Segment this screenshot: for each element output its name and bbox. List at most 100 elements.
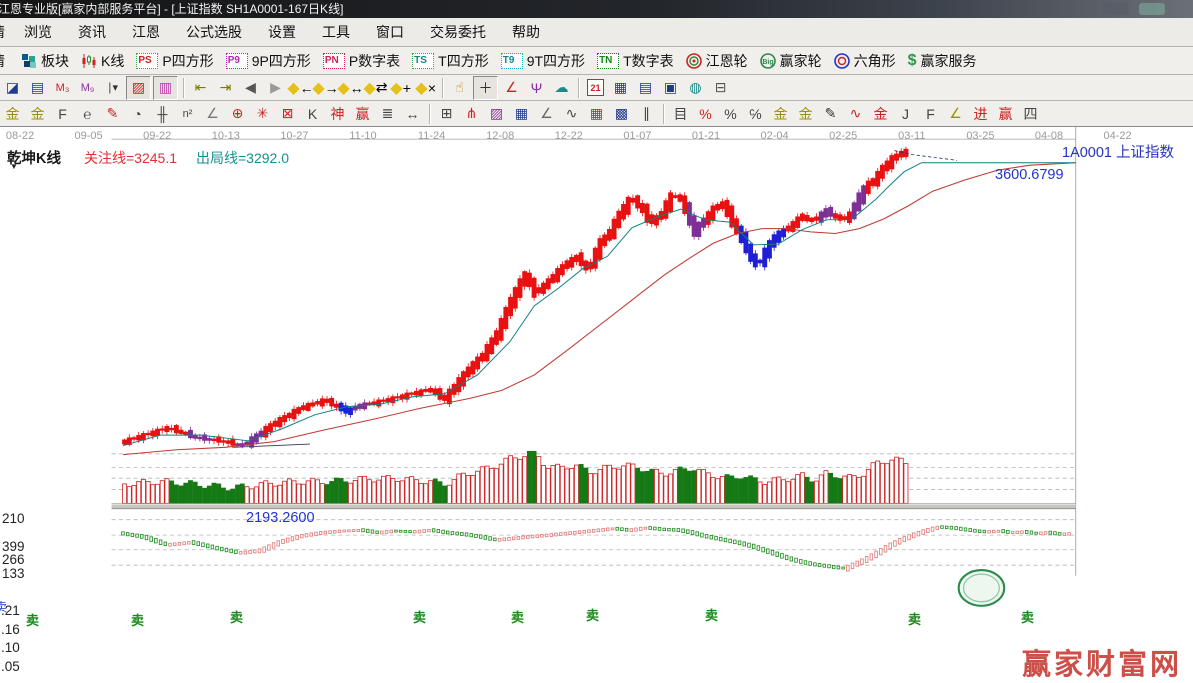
menu-item-browse[interactable]: 浏览 <box>24 24 52 40</box>
red-grid-tool-icon[interactable]: ▦ <box>589 105 604 121</box>
menu-item-settings[interactable]: 设置 <box>268 24 296 40</box>
toolbar-item-t-number-table[interactable]: TN T数字表 <box>597 52 674 69</box>
menu-item-tools[interactable]: 工具 <box>322 24 350 40</box>
date-label: 09-22 <box>143 130 172 142</box>
width-measure-tool-icon[interactable]: ↔ <box>405 105 420 122</box>
boxed-target-tool-icon[interactable]: ⊠ <box>281 105 294 121</box>
toolbar-item-winner-wheel[interactable]: Big 赢家轮 <box>759 51 822 71</box>
percent-tool-icon[interactable]: % <box>724 105 737 122</box>
toolbar-item-hexagon[interactable]: 六角形 <box>833 51 896 71</box>
jin-tool-icon[interactable]: 进 <box>973 105 988 122</box>
n-square-tool-icon[interactable]: n² <box>182 107 193 120</box>
toolbar-item-9p-square[interactable]: P9 9P四方形 <box>225 52 311 69</box>
star-burst-tool-icon[interactable]: ✳ <box>256 105 269 121</box>
menu-item-trade[interactable]: 交易委托 <box>430 24 486 40</box>
printer-icon[interactable]: ⊟ <box>714 79 727 95</box>
calculator-icon[interactable]: ▦ <box>613 79 628 95</box>
gann-compass-tool-icon[interactable]: ⊕ <box>231 105 244 121</box>
k-marker-tool-icon[interactable]: K <box>307 105 318 122</box>
hand-tool-icon[interactable]: ☝ <box>455 79 464 95</box>
toolbar-item-winner-service[interactable]: $ 赢家服务 <box>907 51 977 69</box>
pattern-toggle-icon[interactable]: ▨ <box>126 75 151 100</box>
gradient-chart-toggle-icon[interactable]: ▥ <box>153 75 178 100</box>
toolbar-item-p-square[interactable]: PS P四方形 <box>136 52 214 69</box>
menu-item-gann[interactable]: 江恩 <box>132 24 160 40</box>
chart-canvas[interactable] <box>0 127 1193 679</box>
f-angle-tool-icon[interactable]: F <box>926 105 935 122</box>
candle-style-icon[interactable]: ∣▾ <box>106 82 119 94</box>
diamond-expand-icon[interactable]: ◆ + <box>390 79 411 97</box>
notepad-icon[interactable]: ▤ <box>638 79 653 95</box>
drawing-toolbar: 金金 F ℮ ✎ ◔ ╫ n² ∠ ⊕ ✳ ⊠ K 神赢 ≣ ↔ ⊞ ⋔ ▨ ▦ ∠ ∿ ▦ ▩ ∥ 目%% ℅ 金金 ✎ ∿ 金 J F ∠ 进… <box>0 101 1193 127</box>
gold-circle-tool-icon[interactable]: 金 <box>773 105 788 122</box>
wave9-icon[interactable]: M₉ <box>80 81 95 94</box>
menu-item-news[interactable]: 资讯 <box>78 24 106 40</box>
scale-tool-icon[interactable]: ≣ <box>381 105 394 121</box>
ruler-tool-icon[interactable]: ╫ <box>157 105 168 122</box>
toolbar-item-sectors[interactable]: 板块 <box>21 51 69 71</box>
boxed-grid-tool-icon[interactable]: ▦ <box>514 105 529 121</box>
diamond-left-icon[interactable]: ◆ ← <box>287 79 314 97</box>
box-line-tool-icon[interactable]: ⊞ <box>440 105 453 121</box>
percent-line-tool-icon[interactable]: ℅ <box>749 105 762 122</box>
gold-red-tool-icon[interactable]: 金 <box>873 105 888 122</box>
brush-tool-icon[interactable]: ✎ <box>824 105 837 121</box>
toolbar-item-9t-square[interactable]: T9 9T四方形 <box>500 52 586 69</box>
date-label: 09-05 <box>74 130 103 142</box>
si-angle-tool-icon[interactable]: 四 <box>1023 105 1038 122</box>
indicator-dropdown-icon[interactable]: ▼ <box>10 162 18 171</box>
toolbar-item-t-square[interactable]: TS T四方形 <box>412 52 489 69</box>
shen-tool-icon[interactable]: 神 <box>330 105 345 122</box>
crosshair-tool-icon[interactable]: ＋ <box>473 75 498 100</box>
calendar-icon[interactable]: 21 <box>584 77 607 99</box>
fibonacci-tool-icon[interactable]: F <box>58 105 67 122</box>
next-bar-icon[interactable]: ▶ <box>270 79 281 95</box>
save-icon[interactable]: ▣ <box>663 79 678 95</box>
indicator-name[interactable]: 乾坤K线 <box>7 151 61 167</box>
pen-tool-icon[interactable]: ✎ <box>106 105 119 121</box>
menu-item-window[interactable]: 窗口 <box>376 24 404 40</box>
clipboard-icon[interactable]: ▤ <box>30 79 45 95</box>
toolbar-item-kline[interactable]: K线 <box>81 51 124 71</box>
ying-tool-icon[interactable]: 赢 <box>355 105 370 122</box>
grid-box-tool-icon[interactable]: ▩ <box>614 105 629 121</box>
web-icon[interactable]: ◍ <box>689 79 702 95</box>
prev-bar-icon[interactable]: ◀ <box>245 79 256 95</box>
menu-item-formula-stock-pick[interactable]: 公式选股 <box>186 24 242 40</box>
angle-tool-icon[interactable]: ∠ <box>206 105 219 121</box>
wave3-icon[interactable]: M₃ <box>55 81 70 94</box>
gann-shape-icon[interactable]: Ψ <box>530 79 543 96</box>
diamond-hswap-icon[interactable]: ◆ ↔ <box>337 79 364 97</box>
gold-line-tool-icon[interactable]: 金 <box>798 105 813 122</box>
wave-red-tool-icon[interactable]: ∿ <box>849 105 862 121</box>
cloud-tool-icon[interactable]: ☁ <box>554 79 569 95</box>
clipped-glyph: 情 <box>0 51 13 71</box>
gold-square2-tool-icon[interactable]: 金 <box>30 105 45 122</box>
market-overview-icon[interactable]: ◪ <box>5 79 20 95</box>
toolbar-item-p-number-table[interactable]: PN P数字表 <box>322 52 401 69</box>
last-bar-icon[interactable]: ⇥ <box>219 79 232 95</box>
gann-fan-tool-icon[interactable]: ⋔ <box>465 105 478 121</box>
ying-red-tool-icon[interactable]: 赢 <box>998 105 1013 122</box>
wave-tool-icon[interactable]: ∿ <box>565 105 578 121</box>
toolbar-item-gann-wheel[interactable]: 江恩轮 <box>685 51 748 71</box>
diamond-right-icon[interactable]: ◆ → <box>312 79 339 97</box>
diamond-compress-icon[interactable]: ◆ ⇄ <box>363 79 388 97</box>
percent-red-tool-icon[interactable]: % <box>699 105 712 122</box>
angle-lines-tool-icon[interactable]: ∠ <box>540 105 553 121</box>
list-tool-icon[interactable]: 目 <box>673 105 688 122</box>
menu-item-help[interactable]: 帮助 <box>512 24 540 40</box>
spiral-tool-icon[interactable]: ℮ <box>83 105 92 122</box>
time-cycle-tool-icon[interactable]: ◔ <box>133 105 142 122</box>
j-angle-tool-icon[interactable]: J <box>902 105 909 122</box>
boxed-fan-tool-icon[interactable]: ▨ <box>489 105 504 121</box>
date-label: 08-22 <box>5 130 35 142</box>
date-label: 04-08 <box>1034 130 1064 142</box>
first-bar-icon[interactable]: ⇤ <box>194 79 207 95</box>
angle-ruler-icon[interactable]: ∠ <box>505 79 518 95</box>
parallel-lines-tool-icon[interactable]: ∥ <box>643 105 650 121</box>
diamond-cross-icon[interactable]: ◆ × <box>415 79 436 97</box>
date-label: 01-21 <box>691 130 721 142</box>
gold-angle-tool-icon[interactable]: ∠ <box>949 105 962 121</box>
gold-square-tool-icon[interactable]: 金 <box>5 105 20 122</box>
